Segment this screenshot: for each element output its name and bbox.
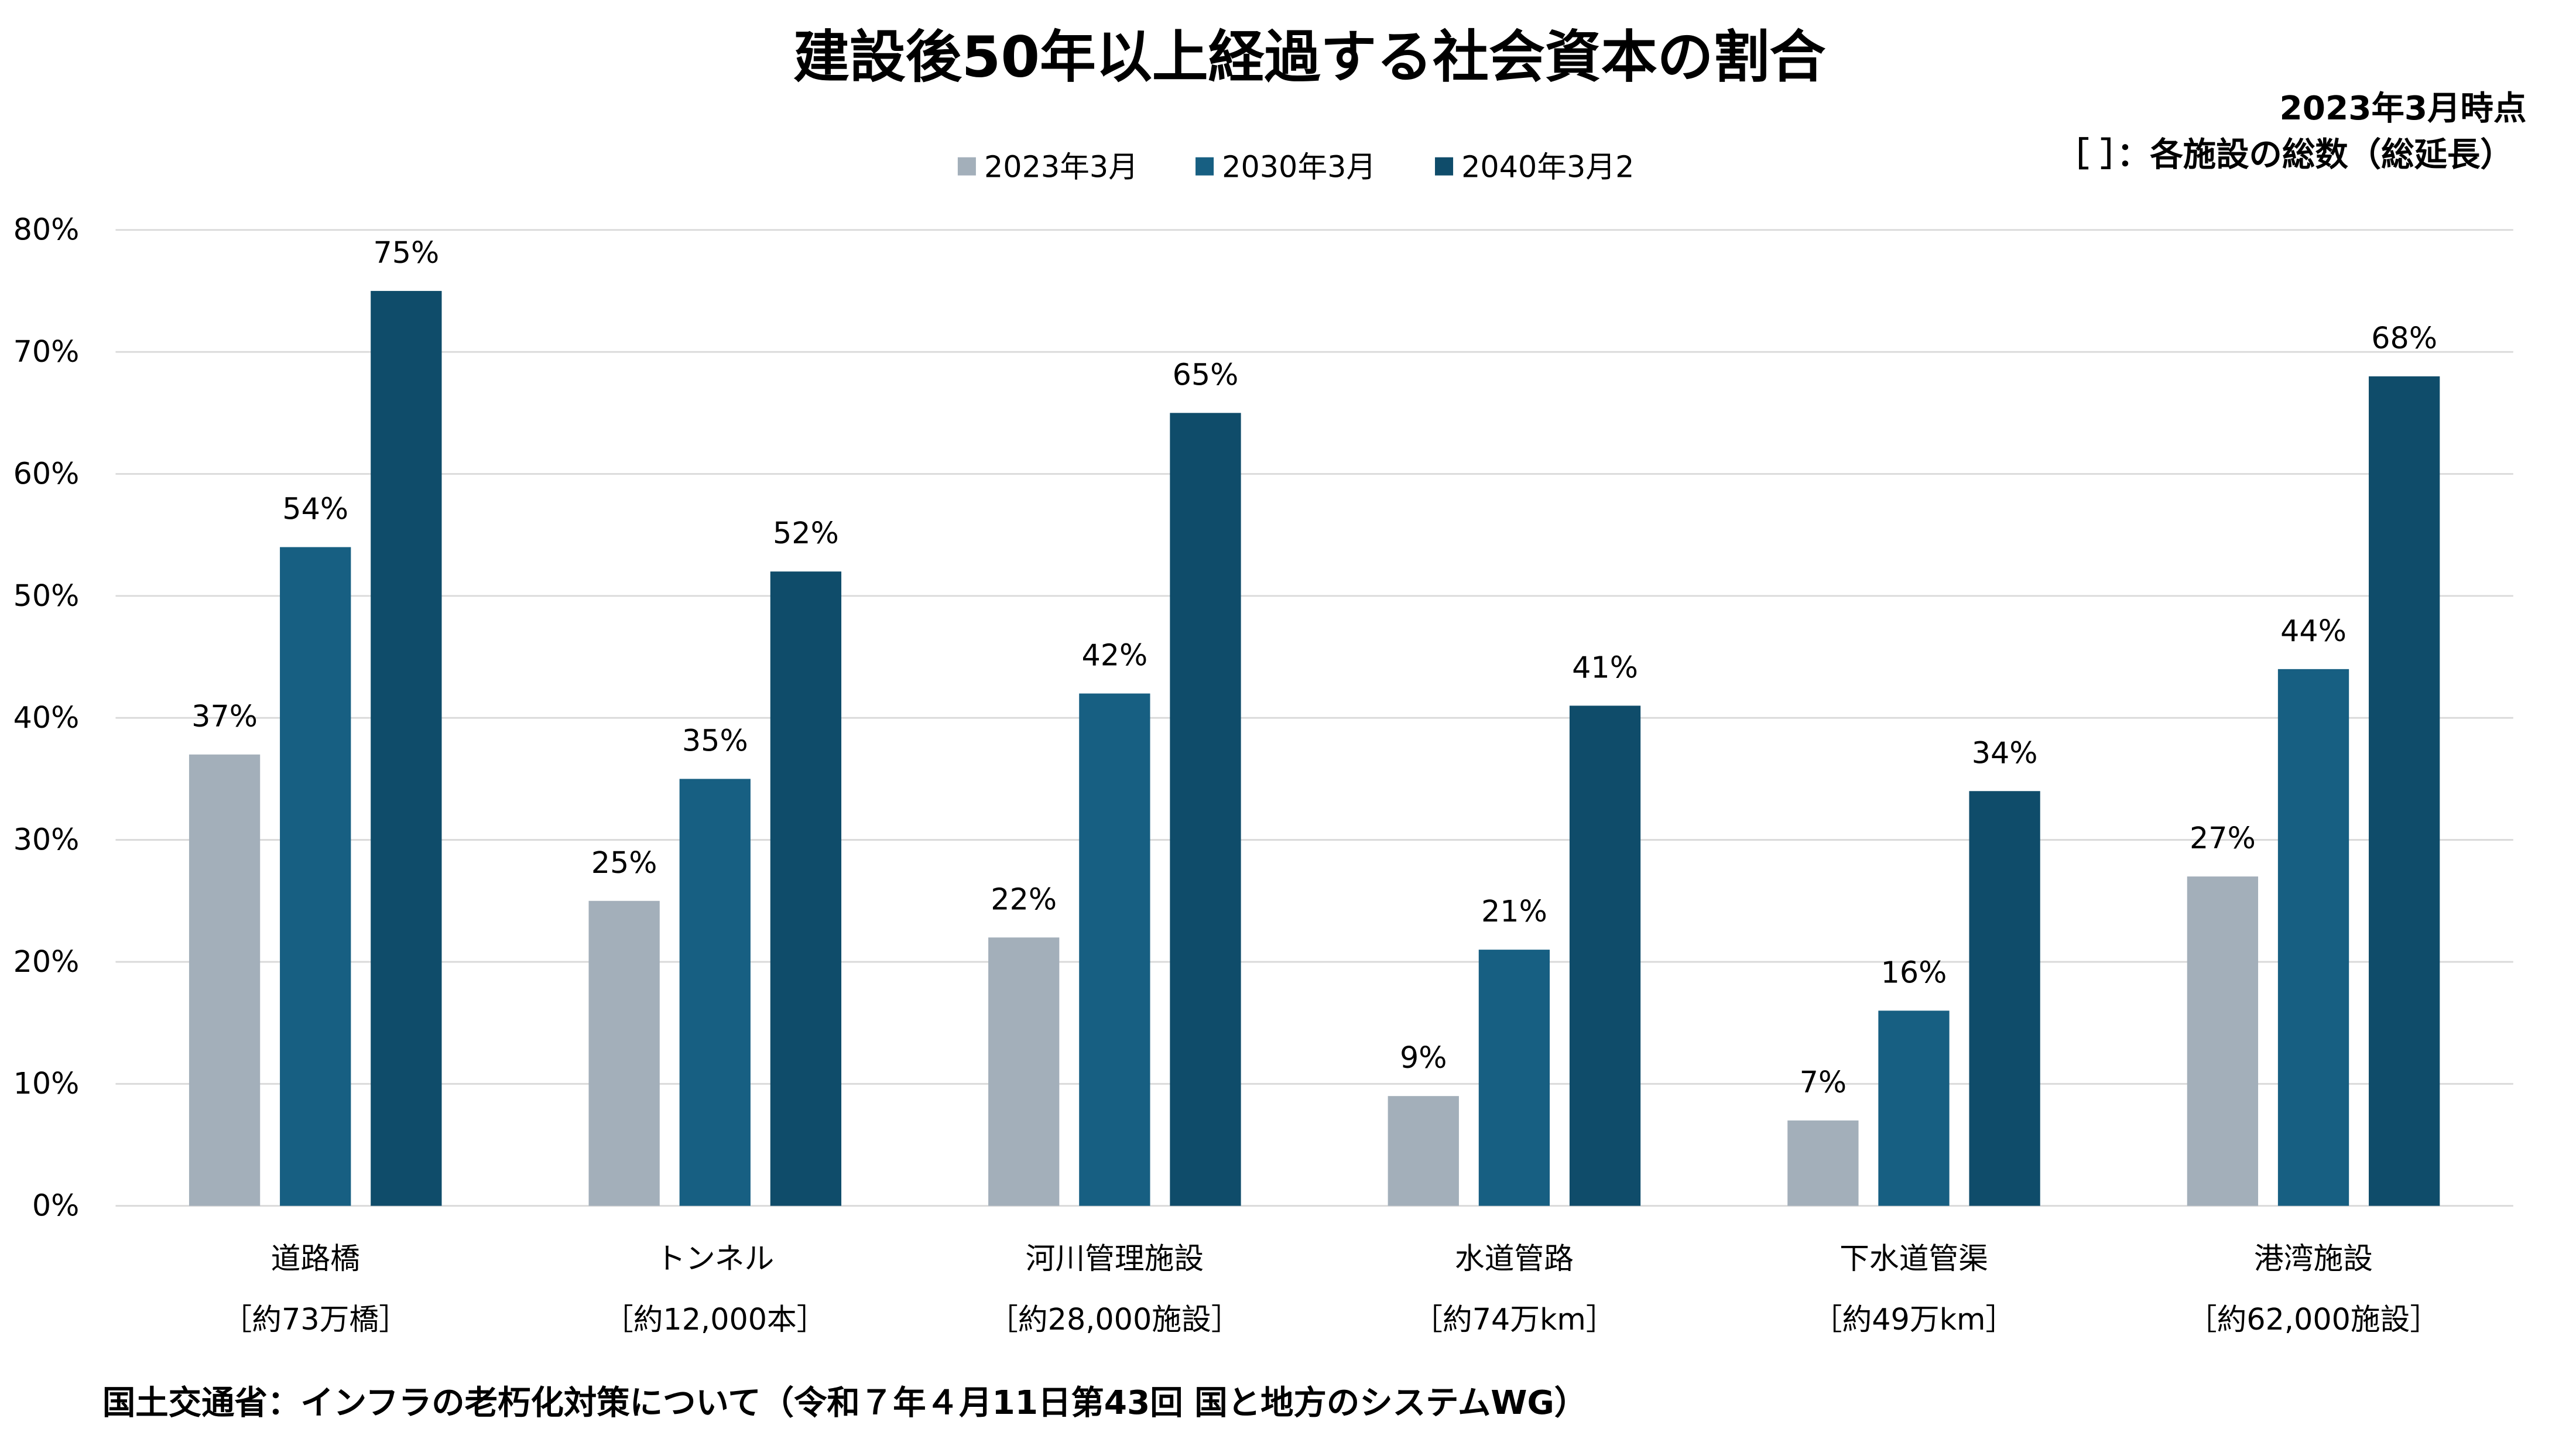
- legend-swatch: [1435, 157, 1454, 176]
- bar: [1878, 1010, 1950, 1206]
- legend-label: 2040年3月2: [1461, 150, 1634, 184]
- x-axis: 道路橋 ［約73万橋］ トンネル ［約12,000本］ 河川管理施設 ［約28,000施設…: [222, 1241, 2440, 1337]
- chart-title: 建設後50年以上経過する社会資本の割合: [793, 24, 1825, 90]
- y-tick-label: 60%: [13, 456, 80, 491]
- data-label: 25%: [591, 845, 657, 880]
- legend-swatch: [957, 157, 976, 176]
- data-label: 42%: [1081, 638, 1147, 673]
- y-tick-label: 10%: [13, 1066, 80, 1101]
- data-label: 54%: [282, 492, 348, 526]
- data-label: 68%: [2371, 321, 2437, 355]
- legend: 2023年3月 2030年3月 2040年3月2: [957, 150, 1634, 184]
- x-tick-label: 道路橋: [271, 1241, 360, 1276]
- bar: [1388, 1096, 1459, 1206]
- y-tick-label: 0%: [32, 1188, 80, 1223]
- data-label: 34%: [1972, 735, 2038, 770]
- bar: [679, 779, 751, 1206]
- data-label: 16%: [1881, 955, 1947, 989]
- x-tick-label: 河川管理施設: [1026, 1241, 1204, 1276]
- bar: [1079, 693, 1150, 1206]
- legend-label: 2030年3月: [1222, 150, 1376, 184]
- y-tick-label: 50%: [13, 578, 80, 613]
- x-tick-sublabel: ［約62,000施設］: [2187, 1302, 2440, 1337]
- data-label: 44%: [2280, 614, 2347, 648]
- data-label: 37%: [191, 699, 258, 734]
- bar: [1478, 950, 1550, 1206]
- data-label: 75%: [373, 235, 439, 270]
- bar: [2187, 876, 2259, 1206]
- data-label: 22%: [991, 882, 1057, 916]
- data-label: 7%: [1800, 1065, 1847, 1099]
- x-tick-sublabel: ［約73万橋］: [222, 1302, 409, 1337]
- x-tick-label: トンネル: [656, 1241, 774, 1276]
- x-tick-sublabel: ［約28,000施設］: [988, 1302, 1241, 1337]
- x-tick-label: 港湾施設: [2254, 1241, 2373, 1276]
- source-note: 国土交通省：インフラの老朽化対策について（令和７年４月11日第43回 国と地方の…: [102, 1384, 1587, 1422]
- bar: [1969, 791, 2040, 1206]
- data-label: 9%: [1400, 1040, 1447, 1075]
- x-tick-label: 下水道管渠: [1839, 1241, 1988, 1276]
- bar: [1569, 705, 1641, 1206]
- bar: [371, 290, 442, 1206]
- bar: [2277, 669, 2349, 1206]
- bar: [770, 571, 842, 1206]
- gridlines: [115, 229, 2513, 1207]
- x-tick-sublabel: ［約74万km］: [1413, 1302, 1615, 1337]
- bar: [1787, 1120, 1859, 1206]
- bracket-note: ［ ］：各施設の総数（総延長）: [2056, 136, 2513, 174]
- legend-swatch: [1195, 157, 1214, 176]
- x-tick-sublabel: ［約49万km］: [1813, 1302, 2015, 1337]
- x-tick-sublabel: ［約12,000本］: [604, 1302, 827, 1337]
- y-axis: 0% 10% 20% 30% 40% 50% 60% 70% 80%: [13, 213, 80, 1223]
- legend-label: 2023年3月: [984, 150, 1138, 184]
- y-tick-label: 30%: [13, 823, 80, 857]
- bar: [1170, 413, 1241, 1206]
- y-tick-label: 70%: [13, 334, 80, 369]
- bar: [988, 937, 1060, 1206]
- data-label: 65%: [1173, 357, 1239, 392]
- bar: [280, 547, 351, 1206]
- bar: [588, 900, 660, 1206]
- bars: 37% 54% 75% 25% 35% 52% 22% 42% 65% 9% 21% 41% 7% 16%…: [189, 235, 2440, 1206]
- data-label: 21%: [1481, 894, 1547, 929]
- y-tick-label: 80%: [13, 213, 80, 247]
- bar: [189, 754, 261, 1206]
- data-label: 27%: [2190, 821, 2256, 855]
- data-label: 52%: [773, 516, 839, 550]
- data-label: 35%: [682, 723, 748, 758]
- y-tick-label: 20%: [13, 944, 80, 979]
- x-tick-label: 水道管路: [1455, 1241, 1574, 1276]
- data-label: 41%: [1572, 650, 1638, 684]
- bar: [2369, 376, 2440, 1206]
- y-tick-label: 40%: [13, 700, 80, 735]
- date-note: 2023年3月時点: [2280, 90, 2527, 128]
